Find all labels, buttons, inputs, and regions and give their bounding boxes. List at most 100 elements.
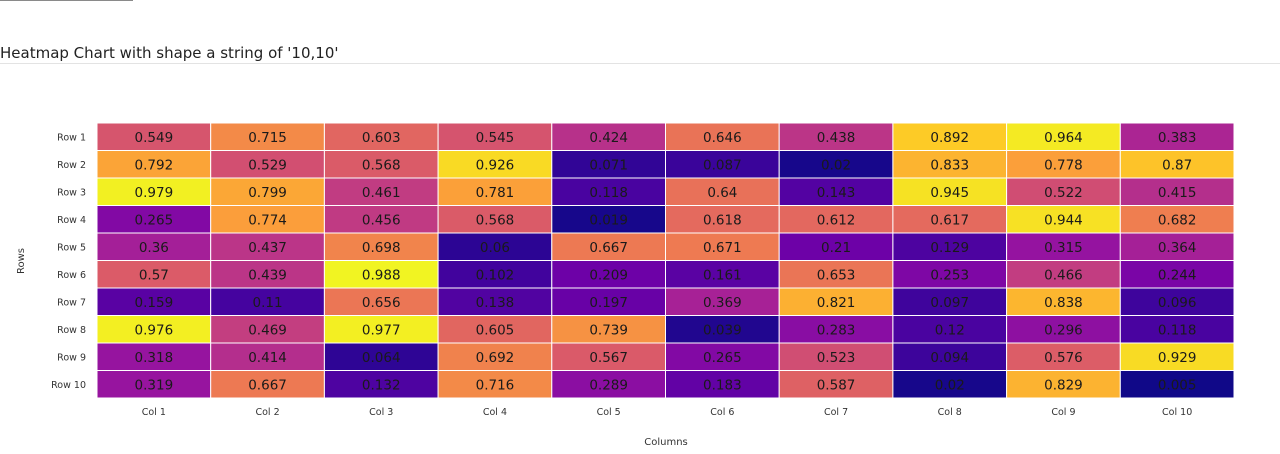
heatmap-cell[interactable] xyxy=(323,232,439,261)
heatmap-cell[interactable] xyxy=(1006,232,1121,261)
heatmap-cell-label: 0.143 xyxy=(817,185,856,201)
heatmap-cell[interactable] xyxy=(1006,287,1121,316)
heatmap-cell[interactable] xyxy=(1006,260,1121,289)
heatmap-cell[interactable] xyxy=(778,370,894,399)
heatmap-cell[interactable] xyxy=(437,150,553,179)
heatmap-cell-label: 0.183 xyxy=(703,377,742,393)
heatmap-cell[interactable] xyxy=(1006,205,1121,234)
heatmap-cell-label: 0.945 xyxy=(930,185,969,201)
heatmap-cell-label: 0.964 xyxy=(1044,130,1083,146)
heatmap-cell-label: 0.87 xyxy=(1162,157,1192,173)
heatmap-cell[interactable] xyxy=(778,315,894,344)
heatmap-cell[interactable] xyxy=(96,177,212,206)
heatmap-cell-label: 0.466 xyxy=(1044,267,1083,283)
heatmap-cell[interactable] xyxy=(323,287,439,316)
heatmap-cell[interactable] xyxy=(551,177,666,206)
x-tick-label: Col 8 xyxy=(938,407,962,418)
x-tick-label: Col 4 xyxy=(483,407,507,418)
heatmap-cell[interactable] xyxy=(665,177,780,206)
heatmap-cell[interactable] xyxy=(551,287,666,316)
heatmap-cell[interactable] xyxy=(96,260,212,289)
heatmap-cell-label: 0.36 xyxy=(139,240,169,256)
heatmap-cell[interactable] xyxy=(323,150,439,179)
heatmap-cell[interactable] xyxy=(892,260,1008,289)
heatmap-cell[interactable] xyxy=(892,370,1008,399)
heatmap-cell[interactable] xyxy=(892,150,1008,179)
heatmap-cell-label: 0.197 xyxy=(589,295,628,311)
heatmap-cell[interactable] xyxy=(96,232,212,261)
heatmap-cell[interactable] xyxy=(210,287,325,316)
heatmap-cell[interactable] xyxy=(210,177,325,206)
heatmap-cell[interactable] xyxy=(96,122,212,151)
heatmap-cell[interactable] xyxy=(665,315,780,344)
heatmap-cell[interactable] xyxy=(551,342,666,371)
heatmap-cell[interactable] xyxy=(892,315,1008,344)
heatmap-cell-label: 0.549 xyxy=(135,130,174,146)
heatmap-cell[interactable] xyxy=(665,342,780,371)
heatmap-cell[interactable] xyxy=(778,260,894,289)
heatmap-cell[interactable] xyxy=(1119,315,1235,344)
heatmap-cell[interactable] xyxy=(1006,342,1121,371)
heatmap-cell[interactable] xyxy=(210,260,325,289)
heatmap-cell[interactable] xyxy=(437,260,553,289)
heatmap-cell-label: 0.383 xyxy=(1158,130,1197,146)
heatmap-cell-label: 0.523 xyxy=(817,350,856,366)
y-axis-title: Rows xyxy=(16,248,27,274)
heatmap-cell[interactable] xyxy=(96,205,212,234)
heatmap-cell[interactable] xyxy=(210,315,325,344)
heatmap-cell[interactable] xyxy=(96,150,212,179)
heatmap-cell[interactable] xyxy=(551,370,666,399)
heatmap-cell[interactable] xyxy=(665,370,780,399)
heatmap-cell[interactable] xyxy=(551,232,666,261)
heatmap-cell[interactable] xyxy=(437,122,553,151)
heatmap-cell[interactable] xyxy=(778,150,894,179)
heatmap-cell[interactable] xyxy=(210,342,325,371)
heatmap-cell-label: 0.424 xyxy=(589,130,628,146)
heatmap-cell[interactable] xyxy=(210,150,325,179)
heatmap-cell[interactable] xyxy=(437,370,553,399)
heatmap-cell[interactable] xyxy=(1119,177,1235,206)
heatmap-cell[interactable] xyxy=(778,287,894,316)
heatmap-cell[interactable] xyxy=(323,177,439,206)
heatmap-cell-label: 0.071 xyxy=(589,157,628,173)
heatmap-cell[interactable] xyxy=(665,232,780,261)
y-tick-label: Row 1 xyxy=(57,132,86,143)
heatmap-cell-label: 0.612 xyxy=(817,212,856,228)
heatmap-cell[interactable] xyxy=(665,122,780,151)
heatmap-cell[interactable] xyxy=(1119,370,1235,399)
x-tick-label: Col 10 xyxy=(1162,407,1192,418)
heatmap-cell[interactable] xyxy=(1006,122,1121,151)
heatmap-cell[interactable] xyxy=(892,122,1008,151)
heatmap-cell[interactable] xyxy=(1119,342,1235,371)
heatmap-cell[interactable] xyxy=(1006,150,1121,179)
heatmap-cell-label: 0.456 xyxy=(362,212,401,228)
heatmap-cell[interactable] xyxy=(1119,122,1235,151)
heatmap-cell-label: 0.461 xyxy=(362,185,401,201)
heatmap-cell[interactable] xyxy=(1119,232,1235,261)
heatmap-cell[interactable] xyxy=(665,150,780,179)
heatmap-cell[interactable] xyxy=(1119,260,1235,289)
heatmap-cell[interactable] xyxy=(665,260,780,289)
heatmap-cell[interactable] xyxy=(1006,177,1121,206)
heatmap-cell[interactable] xyxy=(1006,315,1121,344)
heatmap-cell-label: 0.976 xyxy=(135,322,174,338)
heatmap-cell-label: 0.926 xyxy=(476,157,515,173)
heatmap-cell[interactable] xyxy=(323,315,439,344)
heatmap-cell[interactable] xyxy=(96,370,212,399)
heatmap-cell[interactable] xyxy=(892,205,1008,234)
heatmap-cell[interactable] xyxy=(551,150,666,179)
heatmap-cell[interactable] xyxy=(437,177,553,206)
heatmap-cell[interactable] xyxy=(551,205,666,234)
heatmap-cell[interactable] xyxy=(778,205,894,234)
heatmap-cell[interactable] xyxy=(892,232,1008,261)
heatmap-cell[interactable] xyxy=(778,122,894,151)
heatmap-cell[interactable] xyxy=(551,260,666,289)
heatmap-cell-label: 0.11 xyxy=(253,295,283,311)
heatmap-cell-label: 0.02 xyxy=(935,377,965,393)
heatmap-cell-label: 0.415 xyxy=(1158,185,1197,201)
heatmap-cell[interactable] xyxy=(437,287,553,316)
heatmap-cell[interactable] xyxy=(323,122,439,151)
heatmap-cell[interactable] xyxy=(437,232,553,261)
heatmap-cell[interactable] xyxy=(323,260,439,289)
heatmap-cell-label: 0.568 xyxy=(476,212,515,228)
